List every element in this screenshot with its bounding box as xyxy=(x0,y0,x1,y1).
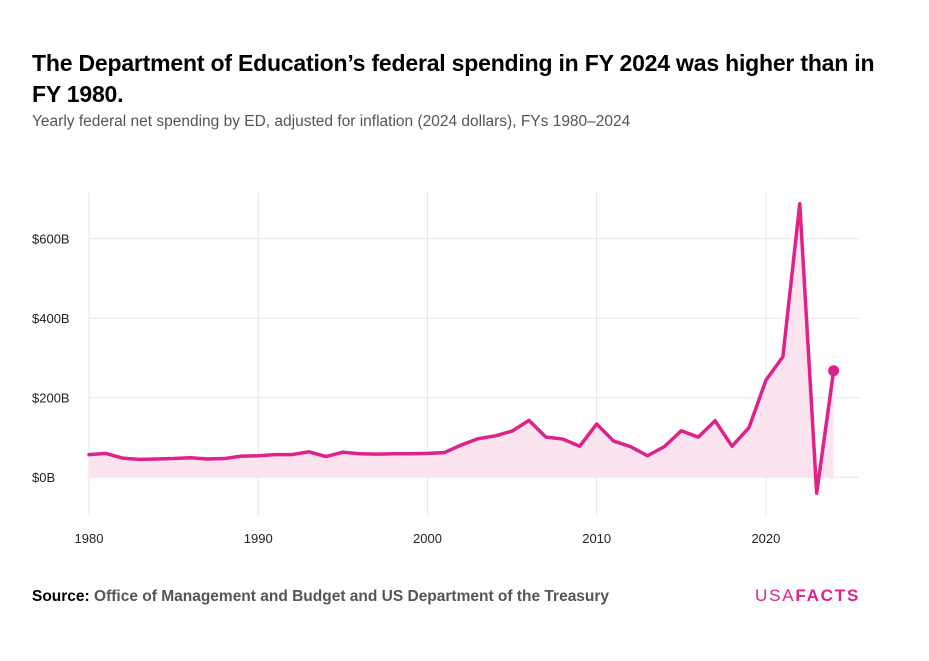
last-point-marker xyxy=(828,365,840,377)
source-text: Office of Management and Budget and US D… xyxy=(94,588,610,605)
area-fill xyxy=(89,203,834,494)
x-tick-label: 1990 xyxy=(244,531,273,546)
series-line-path xyxy=(87,201,836,495)
y-tick-label: $0B xyxy=(32,470,55,485)
x-axis-ticks: 1980 1990 2000 2010 2020 xyxy=(75,531,781,546)
x-tick-label: 1980 xyxy=(75,531,104,546)
x-tick-label: 2010 xyxy=(582,531,611,546)
chart-title: The Department of Education’s federal sp… xyxy=(32,50,875,107)
y-tick-label: $400B xyxy=(32,311,70,326)
series-line xyxy=(87,201,836,495)
chart-subtitle: Yearly federal net spending by ED, adjus… xyxy=(32,113,631,130)
area-fill-path xyxy=(89,203,834,494)
x-tick-label: 2000 xyxy=(413,531,442,546)
y-tick-label: $600B xyxy=(32,232,70,247)
x-tick-label: 2020 xyxy=(751,531,780,546)
y-axis-ticks: $0B $200B $400B $600B xyxy=(32,232,70,486)
usafacts-logo: USAFACTS xyxy=(755,586,860,606)
logo-facts: FACTS xyxy=(795,586,861,605)
logo-usa: USA xyxy=(755,586,796,605)
source-label: Source: xyxy=(32,588,90,605)
y-tick-label: $200B xyxy=(32,391,70,406)
markers xyxy=(828,365,840,377)
source-note: Source: Office of Management and Budget … xyxy=(32,588,609,606)
